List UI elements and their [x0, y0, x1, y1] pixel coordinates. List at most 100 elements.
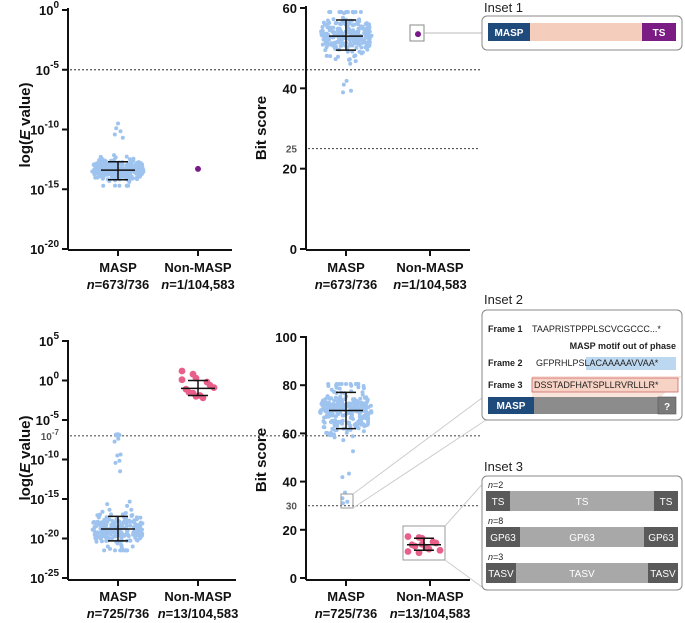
- panel-d-masp-point: [344, 381, 348, 386]
- panel-b-reference-label: 25: [286, 145, 298, 156]
- panel-b-masp-point: [358, 10, 363, 14]
- panel-b-masp-point: [353, 10, 358, 14]
- panel-a-masp-point: [98, 164, 103, 168]
- panel-c-masp-point: [113, 534, 118, 539]
- panel-d-cat-masp: MASP: [327, 589, 365, 604]
- inset2-frame2-highlight: [586, 357, 676, 370]
- panel-c-n-masp: n=725/736: [87, 606, 150, 621]
- panel-c-cat-nonmasp: Non-MASP: [164, 589, 231, 604]
- panel-b-ytick-label-1: 40: [283, 81, 297, 96]
- panel-c-masp-point: [105, 502, 110, 507]
- panel-d-masp-point: [355, 399, 360, 404]
- panel-c-masp-point: [120, 532, 125, 536]
- panel-c-masp-point: [113, 548, 117, 553]
- panel-b-masp-point: [341, 15, 345, 20]
- panel-d-masp-point: [365, 398, 370, 403]
- panel-b-masp-point: [326, 35, 331, 40]
- panel-c-masp-point: [138, 521, 143, 526]
- inset3-row2-right-label: GP63: [648, 533, 674, 544]
- panel-d-masp-point: [337, 382, 342, 386]
- panel-d-masp-point: [329, 430, 333, 435]
- inset2-title: Inset 2: [484, 292, 523, 307]
- panel-c-masp-point: [113, 520, 117, 525]
- panel-d-reference-label: 30: [286, 502, 298, 513]
- panel-c-masp-point: [128, 538, 133, 543]
- panel-b-masp-point: [350, 23, 355, 28]
- panel-d-n-nonmasp: n=13/104,583: [390, 606, 471, 621]
- panel-d-masp-point: [333, 414, 338, 419]
- panel-a-masp-point: [113, 183, 117, 188]
- panel-d-masp-point: [321, 425, 326, 430]
- inset1-masp-box: [488, 23, 530, 41]
- panel-d-masp-point: [338, 410, 343, 415]
- panel-c-masp-point: [139, 533, 144, 538]
- panel-d-masp-point: [361, 429, 366, 434]
- panel-b-masp-point: [366, 28, 371, 33]
- panel-d-masp-point: [326, 384, 331, 388]
- inset3-row2-right: [644, 527, 678, 547]
- inset-3: Inset 3 n=2 TS TS TS n=8 GP63 GP63 GP63 …: [481, 459, 683, 591]
- panel-d-masp-point: [363, 408, 368, 413]
- inset3-row2-left: [486, 527, 520, 547]
- panel-c-masp-point: [130, 544, 135, 549]
- panel-c-masp-point: [137, 527, 142, 532]
- panel-d-masp-point: [340, 418, 345, 423]
- panel-d-masp-point: [331, 433, 336, 438]
- panel-a-masp-point: [110, 163, 115, 168]
- inset3-title: Inset 3: [484, 459, 523, 474]
- panel-a-masp-point: [131, 164, 135, 169]
- panel-a-masp-point: [135, 168, 140, 173]
- panel-d-masp-point: [327, 410, 331, 415]
- panel-d-masp-point: [345, 499, 350, 504]
- panel-c-masp-point: [96, 534, 101, 539]
- panel-b-masp-point: [339, 21, 344, 26]
- inset2-frame1-seq: TAAPRISTPPPLSCVCGCCC...*: [532, 324, 661, 334]
- panel-b-ytick-label-3: 0: [290, 242, 297, 257]
- panel-a-masp-point: [141, 167, 146, 172]
- panel-b-n-nonmasp: n=1/104,583: [393, 277, 466, 292]
- inset2-connector-bottom: [352, 419, 487, 509]
- panel-b-masp-point: [339, 10, 344, 14]
- panel-a-ytick-label-3: 10-15: [30, 179, 59, 197]
- panel-a-masp-point: [112, 132, 117, 137]
- panel-b-masp-point: [333, 21, 338, 26]
- panel-b-masp-point: [349, 28, 354, 33]
- panel-c-masp-point: [102, 548, 107, 553]
- panel-c-nonmasp-point: [210, 384, 218, 392]
- panel-d-masp-point: [358, 396, 363, 401]
- panel-d-nonmasp-point: [411, 542, 419, 550]
- panel-d-masp-point: [350, 434, 355, 439]
- panel-c-ytick-label-5: 10-20: [30, 529, 59, 547]
- panel-c-ytick-label-1: 100: [39, 371, 59, 389]
- inset3-row3-left: [486, 563, 516, 583]
- panel-d-masp-point: [359, 419, 364, 424]
- panel-c-ytick-label-0: 105: [39, 331, 59, 349]
- panel-c-masp-point: [125, 528, 130, 533]
- panel-d-masp-point: [339, 404, 343, 409]
- panel-d-masp-point: [364, 423, 369, 427]
- panel-a-evalue-chart: log(E value) 100 10-5 10-10 10-15 10-20 MASP…: [17, 0, 480, 292]
- panel-d-ytick-label-0: 100: [275, 330, 297, 345]
- panel-d-masp-point: [328, 420, 333, 424]
- panel-d-masp-point: [360, 403, 365, 408]
- panel-d-masp-point: [348, 382, 353, 386]
- panel-a-masp-point: [124, 154, 129, 159]
- panel-d-masp-point: [329, 387, 334, 392]
- panel-b-masp-point: [366, 31, 371, 36]
- inset2-frame3-seq: DSSTADFHATSPLLRVRLLLR*: [534, 380, 659, 390]
- panel-b-masp-point: [323, 41, 328, 46]
- panel-c-masp-point: [105, 544, 110, 549]
- panel-c-evalue-chart: log(E value) 105 100 10-5 10-10 10-15 10-20 10…: [17, 331, 480, 621]
- panel-b-ytick-label-0: 60: [283, 1, 297, 16]
- inset3-row3-right: [648, 563, 678, 583]
- panel-d-masp-point: [333, 395, 338, 400]
- inset3-row1-n: n=2: [488, 480, 503, 490]
- panel-b-masp-point: [324, 53, 329, 58]
- inset3-row2-left-label: GP63: [490, 533, 516, 544]
- panel-b-masp-point: [356, 22, 360, 27]
- panel-d-masp-point: [333, 418, 338, 423]
- panel-d-masp-point: [356, 382, 361, 386]
- panel-d-ytick-label-5: 0: [290, 571, 297, 586]
- panel-b-masp-point: [336, 40, 340, 45]
